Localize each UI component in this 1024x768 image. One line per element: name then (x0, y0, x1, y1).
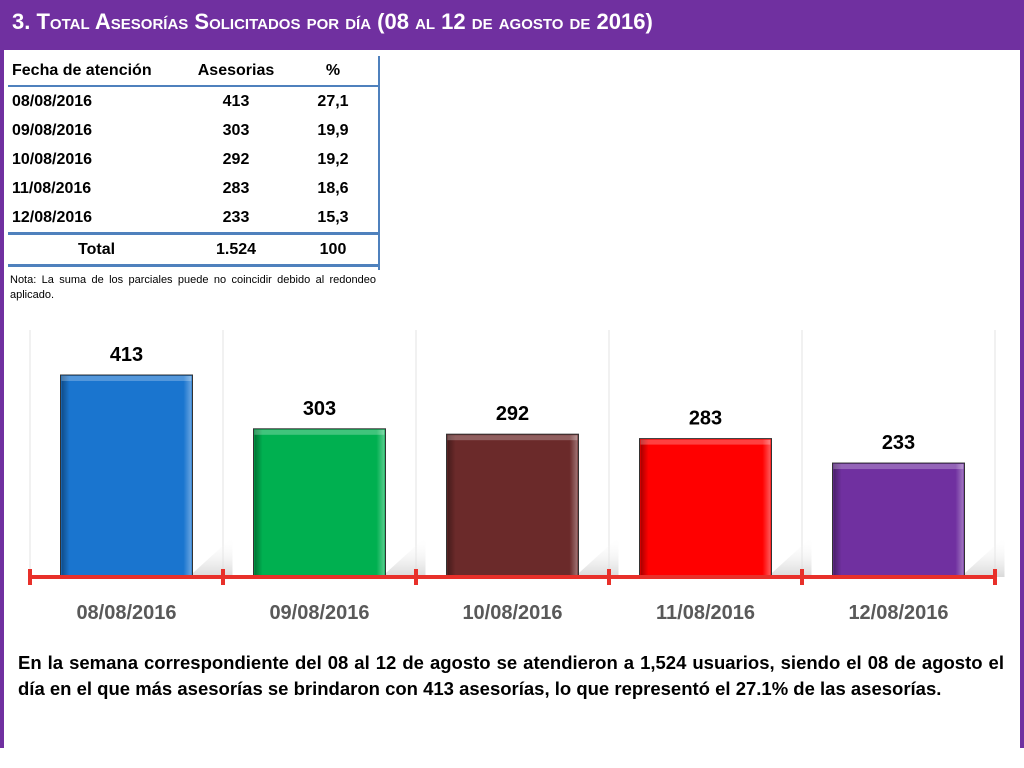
title-bar: 3. Total Asesorías Solicitados por día (… (0, 0, 1024, 50)
bar-bevel (640, 439, 649, 576)
bar-bevel (447, 435, 578, 441)
row-count: 233 (222, 209, 250, 226)
bar-shadow (574, 537, 619, 577)
bar-bevel (376, 429, 385, 576)
row-percent: 19,9 (317, 122, 349, 139)
row-date: 10/08/2016 (12, 151, 93, 168)
bar-data-label: 283 (689, 408, 722, 430)
table-row: 08/08/2016 413 27,1 (8, 87, 380, 116)
bar-bevel (833, 464, 842, 576)
left-border (0, 50, 4, 748)
row-percent: 15,3 (317, 209, 349, 226)
bar (639, 438, 772, 578)
category-label: 08/08/2016 (76, 602, 176, 624)
attendance-table: Fecha de atención Asesorias % 08/08/2016… (8, 56, 380, 267)
bar-data-label: 233 (882, 432, 915, 454)
row-date: 08/08/2016 (12, 93, 93, 110)
bar-bevel (833, 464, 964, 470)
category-label: 11/08/2016 (656, 602, 755, 624)
table-note: Nota: La suma de los parciales puede no … (10, 274, 376, 301)
row-count: 303 (222, 122, 250, 139)
bar (253, 428, 386, 578)
bar-bevel (955, 464, 964, 576)
total-percent: 100 (319, 241, 347, 258)
row-date: 09/08/2016 (12, 122, 93, 139)
row-count: 283 (222, 180, 250, 197)
row-date: 11/08/2016 (12, 180, 92, 197)
bar-data-label: 413 (110, 344, 143, 366)
bar-shadow (767, 537, 812, 577)
right-border (1020, 50, 1024, 748)
header-percent: % (325, 62, 341, 79)
category-label: 10/08/2016 (462, 602, 562, 624)
row-percent: 27,1 (317, 93, 349, 110)
slide-title: 3. Total Asesorías Solicitados por día (… (12, 9, 653, 34)
bar-bevel (254, 429, 385, 435)
bar-bevel (61, 376, 192, 381)
bar-shadow (381, 537, 426, 577)
total-count: 1.524 (215, 241, 257, 258)
row-percent: 19,2 (317, 151, 349, 168)
total-label: Total (78, 241, 116, 258)
bar-bevel (762, 439, 771, 576)
bar-bevel (183, 376, 192, 576)
bar-shadow (188, 537, 233, 577)
category-label: 12/08/2016 (848, 602, 948, 624)
row-count: 292 (222, 151, 250, 168)
bar (446, 433, 579, 578)
table-row: 12/08/2016 233 15,3 (8, 203, 380, 232)
bar-bevel (254, 429, 263, 576)
header-count: Asesorias (197, 62, 275, 79)
table-right-rule (378, 56, 380, 270)
bar-data-label: 292 (496, 403, 529, 425)
bar-shadow (960, 537, 1005, 577)
row-date: 12/08/2016 (12, 209, 93, 226)
bar (832, 462, 965, 578)
bar-data-label: 303 (303, 398, 336, 420)
summary-paragraph: En la semana correspondiente del 08 al 1… (18, 652, 1004, 699)
table-row: 10/08/2016 292 19,2 (8, 145, 380, 174)
bar-bevel (640, 439, 771, 445)
bar-chart: 413 08/08/2016 303 09/08/2016 292 10/08/2016 2… (28, 330, 1005, 624)
table-row: 09/08/2016 303 19,9 (8, 116, 380, 145)
bar-bevel (569, 435, 578, 576)
bar-bevel (447, 435, 456, 576)
table-header-row: Fecha de atención Asesorias % (8, 56, 380, 87)
table-total-row: Total 1.524 100 (8, 232, 380, 267)
header-date: Fecha de atención (12, 62, 152, 79)
row-count: 413 (222, 93, 250, 110)
bar-bevel (61, 376, 70, 576)
category-label: 09/08/2016 (269, 602, 369, 624)
bar (60, 374, 193, 578)
row-percent: 18,6 (317, 180, 349, 197)
table-row: 11/08/2016 283 18,6 (8, 174, 380, 203)
